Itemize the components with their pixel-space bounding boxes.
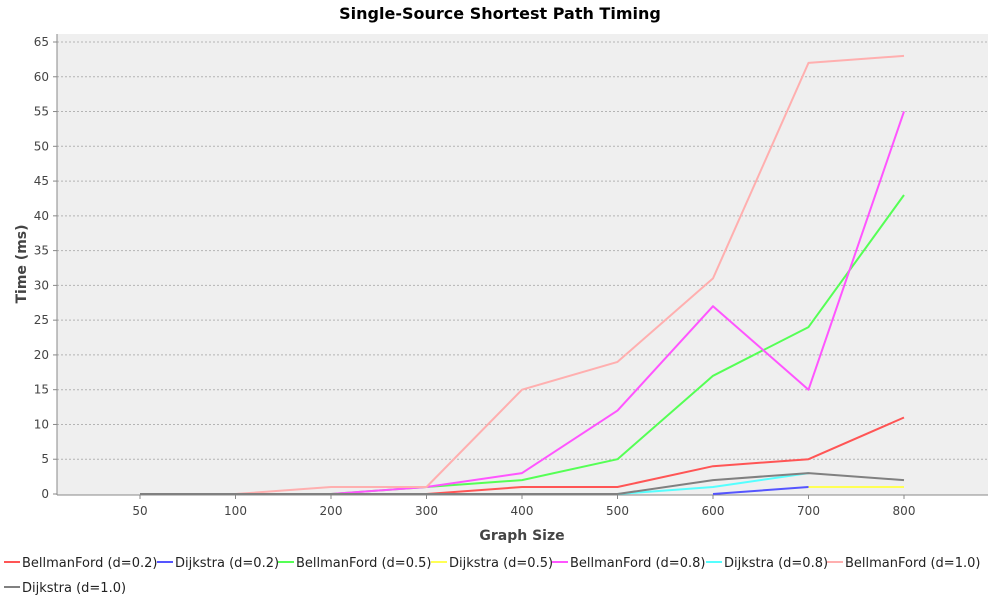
x-axis-label: Graph Size: [479, 528, 564, 544]
y-tick-label: 20: [34, 348, 49, 362]
y-tick-label: 60: [34, 70, 49, 84]
y-tick-label: 15: [34, 383, 49, 397]
series-line: [140, 472, 905, 495]
y-tick-label: 55: [34, 105, 49, 119]
y-tick-label: 50: [34, 139, 49, 153]
legend-label: BellmanFord (d=1.0): [845, 556, 980, 571]
x-tick-label: 100: [224, 504, 247, 518]
x-axis-ticks: 50 100 200 300 400 500 600 700 800: [132, 495, 915, 518]
plot-area: [57, 34, 988, 495]
y-axis-ticks: 0 5 10 15 20 25 30 35 40 45 50 55 60 65: [34, 35, 57, 501]
series-lines: [140, 54, 905, 495]
y-tick-label: 45: [34, 174, 49, 188]
legend-label: BellmanFord (d=0.8): [570, 556, 705, 571]
y-tick-label: 65: [34, 35, 49, 49]
chart-title: Single-Source Shortest Path Timing: [339, 4, 661, 23]
x-tick-label: 700: [797, 504, 820, 518]
legend-label: Dijkstra (d=0.5): [449, 556, 553, 571]
x-tick-label: 600: [702, 504, 725, 518]
y-tick-label: 0: [41, 487, 49, 501]
legend-label: Dijkstra (d=1.0): [22, 581, 126, 596]
legend-label: Dijkstra (d=0.8): [724, 556, 828, 571]
y-tick-label: 40: [34, 209, 49, 223]
x-tick-label: 800: [893, 504, 916, 518]
y-tick-label: 35: [34, 244, 49, 258]
y-tick-label: 30: [34, 278, 49, 292]
legend-label: BellmanFord (d=0.2): [22, 556, 157, 571]
series-line: [617, 472, 809, 495]
y-axis-label: Time (ms): [14, 224, 30, 303]
legend-label: BellmanFord (d=0.5): [296, 556, 431, 571]
legend: BellmanFord (d=0.2) Dijkstra (d=0.2) Bellm…: [4, 556, 980, 596]
x-tick-label: 300: [415, 504, 438, 518]
series-line: [235, 54, 905, 495]
x-tick-label: 200: [320, 504, 343, 518]
series-line: [426, 416, 905, 495]
x-tick-label: 50: [132, 504, 147, 518]
y-tick-label: 5: [41, 452, 49, 466]
legend-label: Dijkstra (d=0.2): [175, 556, 279, 571]
y-tick-label: 10: [34, 417, 49, 431]
x-tick-label: 500: [606, 504, 629, 518]
y-tick-label: 25: [34, 313, 49, 327]
x-tick-label: 400: [511, 504, 534, 518]
